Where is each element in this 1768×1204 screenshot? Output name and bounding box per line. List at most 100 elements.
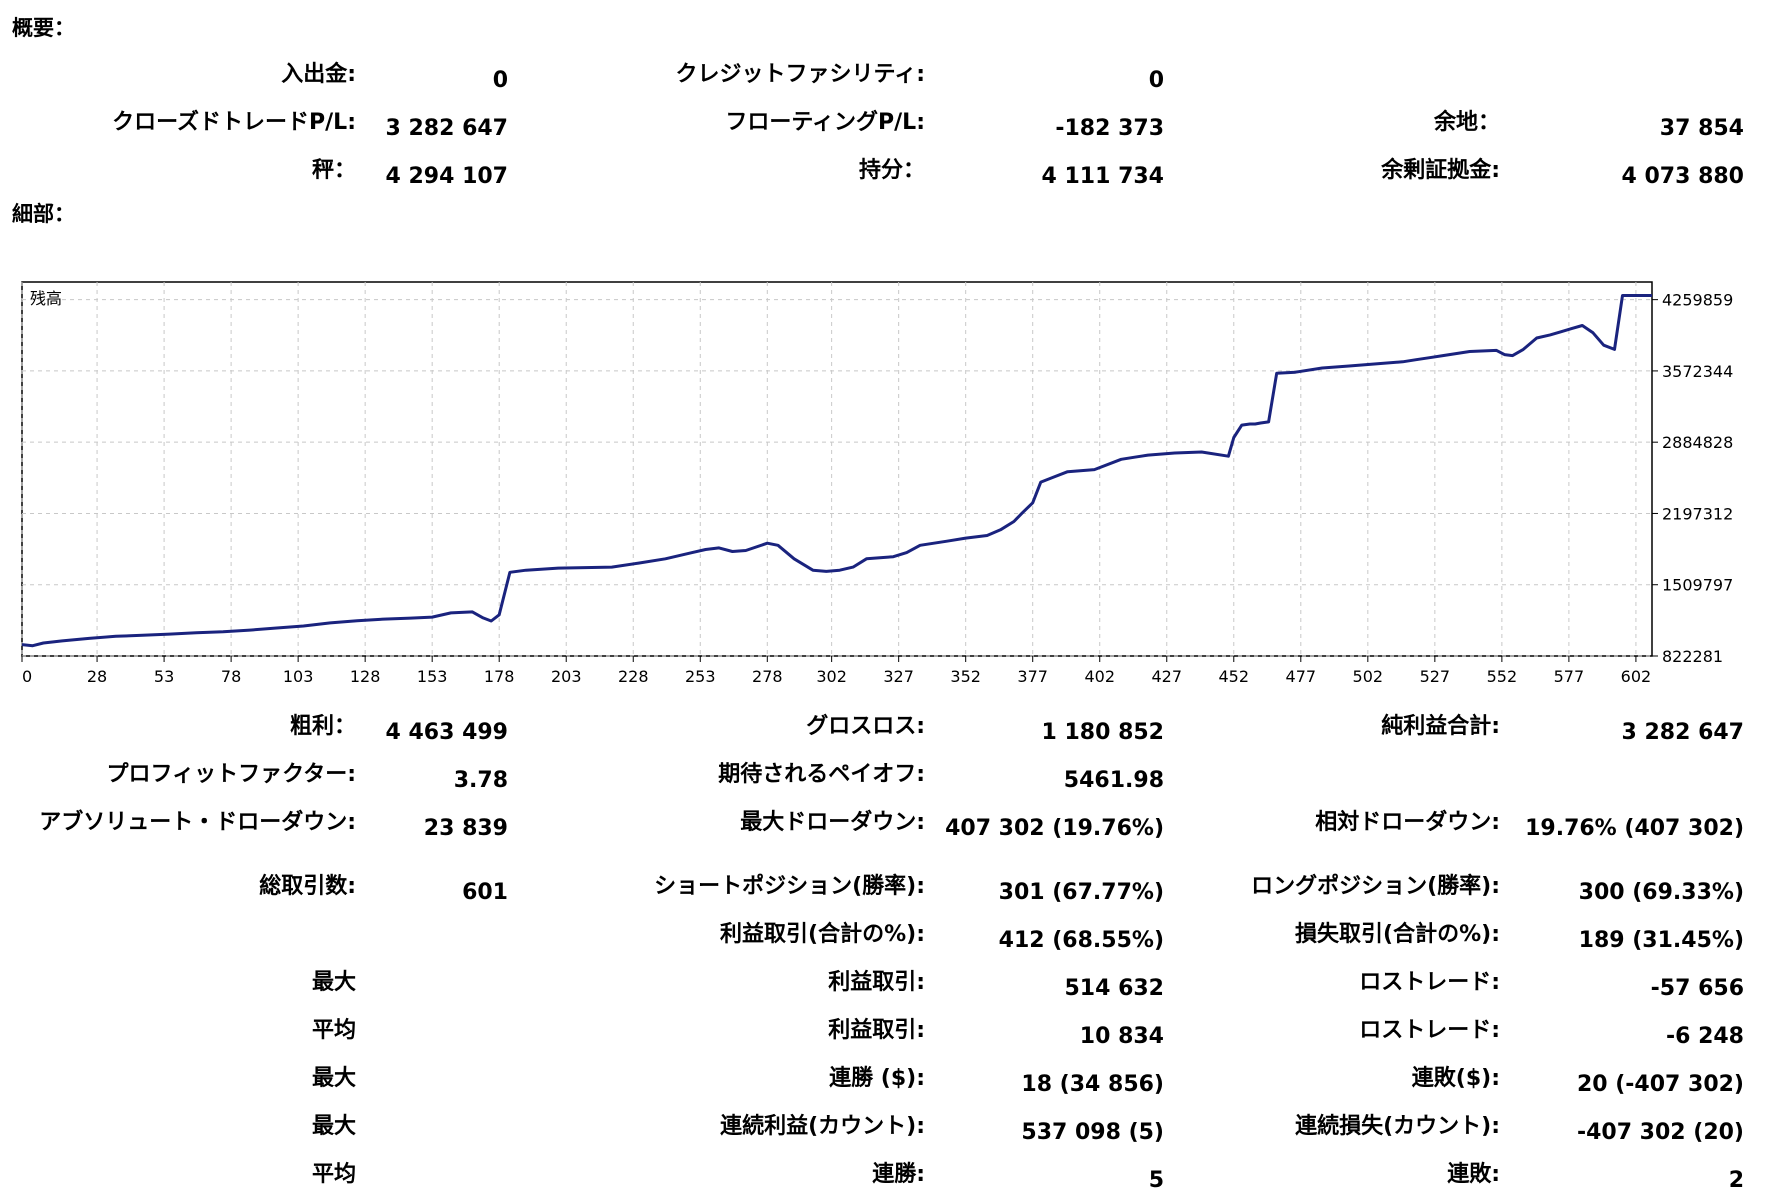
x-tick-label: 552 bbox=[1487, 667, 1518, 686]
detail-stat-value: 1 180 852 bbox=[1041, 720, 1164, 745]
chart-frame bbox=[21, 281, 1653, 657]
detail-stat-label: 粗利： bbox=[289, 714, 356, 739]
summary-stat-label: 持分： bbox=[858, 158, 925, 183]
x-tick-label: 0 bbox=[22, 667, 32, 686]
x-tick-label: 352 bbox=[950, 667, 981, 686]
summary-stat-label: フローティングP/L: bbox=[725, 110, 925, 135]
summary-stat-value: 37 854 bbox=[1659, 116, 1744, 141]
detail-stat-label: 連勝 ($): bbox=[829, 1066, 925, 1091]
detail-stat-label: 最大ドローダウン: bbox=[740, 810, 925, 835]
x-tick-label: 53 bbox=[154, 667, 174, 686]
summary-stat-label: 入出金: bbox=[281, 62, 356, 87]
y-tick-label: 1509797 bbox=[1662, 576, 1733, 595]
detail-stat-label: ショートポジション(勝率): bbox=[654, 874, 925, 899]
summary-title: 概要： bbox=[12, 16, 75, 40]
summary-stat-value: 4 111 734 bbox=[1041, 164, 1164, 189]
detail-stat-value: 19.76% (407 302) bbox=[1525, 816, 1744, 841]
y-tick-label: 3572344 bbox=[1662, 362, 1733, 381]
x-tick-label: 502 bbox=[1353, 667, 1384, 686]
x-tick-label: 153 bbox=[417, 667, 448, 686]
detail-stat-value: 301 (67.77%) bbox=[998, 880, 1164, 905]
x-tick-label: 427 bbox=[1151, 667, 1182, 686]
summary-stat-label: クレジットファシリティ: bbox=[675, 62, 925, 87]
detail-stat-value: -407 302 (20) bbox=[1576, 1120, 1744, 1145]
x-tick-label: 253 bbox=[685, 667, 716, 686]
detail-stat-label: 純利益合計: bbox=[1381, 714, 1500, 739]
y-tick-label: 822281 bbox=[1662, 647, 1723, 666]
detail-stat-value: 20 (-407 302) bbox=[1576, 1072, 1744, 1097]
balance-line bbox=[21, 294, 1652, 648]
detail-stat-value: 23 839 bbox=[423, 816, 508, 841]
detail-stat-label: 損失取引(合計の%): bbox=[1295, 922, 1500, 947]
detail-stat-value: 412 (68.55%) bbox=[998, 928, 1164, 953]
balance-chart: 残高 0 28 53 78 103 128 153 178 203 228 253 278 302 327 3… bbox=[0, 270, 1768, 690]
detail-stat-label: 最大 bbox=[311, 970, 356, 995]
x-tick-label: 402 bbox=[1084, 667, 1115, 686]
summary-stat-value: 3 282 647 bbox=[385, 116, 508, 141]
detail-stat-value: 537 098 (5) bbox=[1021, 1120, 1164, 1145]
detail-stat-value: 601 bbox=[462, 880, 508, 905]
x-tick-label: 302 bbox=[816, 667, 847, 686]
summary-stat-value: 0 bbox=[1148, 68, 1164, 93]
balance-chart-svg: 残高 0 28 53 78 103 128 153 178 203 228 253 278 302 327 3… bbox=[21, 281, 1733, 686]
detail-stat-label: アブソリュート・ドローダウン: bbox=[39, 810, 356, 835]
detail-stat-label: 連勝: bbox=[872, 1162, 925, 1187]
summary-stat-label: 秤： bbox=[311, 158, 356, 183]
detail-stat-label: 期待されるペイオフ: bbox=[718, 762, 925, 787]
details-title: 細部： bbox=[12, 202, 75, 226]
x-tick-label: 203 bbox=[551, 667, 582, 686]
x-tick-label: 602 bbox=[1621, 667, 1652, 686]
summary-stat-value: 4 073 880 bbox=[1621, 164, 1744, 189]
x-tick-label: 128 bbox=[350, 667, 381, 686]
detail-stat-label: グロスロス: bbox=[806, 714, 925, 739]
detail-stat-label: ロストレード: bbox=[1359, 1018, 1500, 1043]
x-tick-label: 103 bbox=[283, 667, 314, 686]
detail-stat-value: 514 632 bbox=[1064, 976, 1164, 1001]
detail-stat-value: 18 (34 856) bbox=[1021, 1072, 1164, 1097]
detail-stat-label: 利益取引: bbox=[828, 1018, 925, 1043]
detail-stat-label: 平均 bbox=[311, 1162, 356, 1187]
x-tick-label: 28 bbox=[87, 667, 107, 686]
detail-stat-value: 4 463 499 bbox=[385, 720, 508, 745]
detail-stat-label: 相対ドローダウン: bbox=[1315, 810, 1500, 835]
detail-stat-value: 300 (69.33%) bbox=[1578, 880, 1744, 905]
summary-stat-value: 4 294 107 bbox=[385, 164, 508, 189]
detail-stat-label: プロフィットファクター: bbox=[106, 762, 356, 787]
detail-stat-label: 平均 bbox=[311, 1018, 356, 1043]
detail-stat-value: 407 302 (19.76%) bbox=[945, 816, 1164, 841]
x-tick-label: 228 bbox=[618, 667, 649, 686]
detail-stat-value: 10 834 bbox=[1079, 1024, 1164, 1049]
x-tick-label: 452 bbox=[1219, 667, 1250, 686]
detail-stat-label: ロングポジション(勝率): bbox=[1251, 874, 1500, 899]
summary-stat-value: -182 373 bbox=[1055, 116, 1164, 141]
detail-stat-label: 最大 bbox=[311, 1066, 356, 1091]
detail-stat-value: 3 282 647 bbox=[1621, 720, 1744, 745]
summary-stat-label: クローズドトレードP/L: bbox=[112, 110, 356, 135]
detail-stat-value: 2 bbox=[1728, 1168, 1744, 1193]
summary-stat-label: 余地： bbox=[1433, 110, 1500, 135]
detail-stat-value: 5 bbox=[1148, 1168, 1164, 1193]
x-tick-label: 527 bbox=[1420, 667, 1451, 686]
x-tick-label: 477 bbox=[1286, 667, 1317, 686]
x-tick-label: 78 bbox=[221, 667, 241, 686]
summary-stat-label: 余剰証拠金: bbox=[1381, 158, 1500, 183]
detail-stat-value: 3.78 bbox=[453, 768, 508, 793]
detail-stat-value: 189 (31.45%) bbox=[1578, 928, 1744, 953]
x-tick-label: 327 bbox=[883, 667, 914, 686]
detail-stat-label: 総取引数: bbox=[259, 874, 356, 899]
x-tick-label: 278 bbox=[752, 667, 783, 686]
detail-stat-label: 連敗($): bbox=[1411, 1066, 1500, 1091]
detail-stat-label: 利益取引(合計の%): bbox=[720, 922, 925, 947]
detail-stat-label: 連続利益(カウント): bbox=[720, 1114, 925, 1139]
detail-stat-label: 利益取引: bbox=[828, 970, 925, 995]
detail-stat-label: ロストレード: bbox=[1359, 970, 1500, 995]
y-tick-label: 4259859 bbox=[1662, 291, 1733, 310]
detail-stat-label: 連続損失(カウント): bbox=[1295, 1114, 1500, 1139]
detail-stat-value: -57 656 bbox=[1650, 976, 1744, 1001]
x-tick-label: 178 bbox=[484, 667, 515, 686]
x-tick-label: 377 bbox=[1017, 667, 1048, 686]
x-tick-label: 577 bbox=[1554, 667, 1585, 686]
summary-stat-value: 0 bbox=[492, 68, 508, 93]
detail-stat-value: -6 248 bbox=[1665, 1024, 1744, 1049]
chart-title: 残高 bbox=[30, 289, 62, 308]
